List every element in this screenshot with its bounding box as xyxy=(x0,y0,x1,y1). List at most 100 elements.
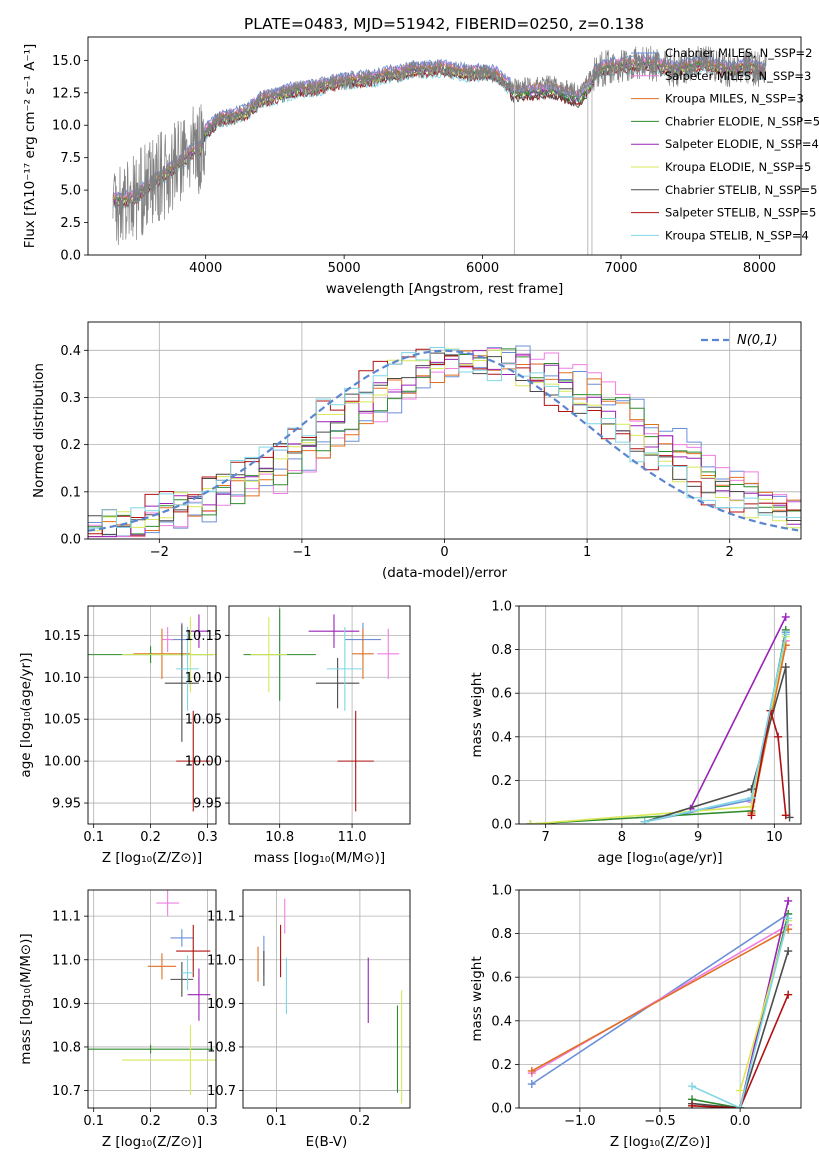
figure-title: PLATE=0483, MJD=51942, FIBERID=0250, z=0… xyxy=(244,15,644,33)
residual-hist-c3 xyxy=(88,350,801,538)
mass-weight-line-c7 xyxy=(691,950,789,1108)
x-tick-label: 0.2 xyxy=(350,1114,371,1129)
plot-area xyxy=(88,890,216,1095)
x-tick-label: 0.2 xyxy=(140,830,161,845)
residual-hist-c9 xyxy=(88,347,801,529)
mass-weight-marker xyxy=(640,817,649,824)
y-tick-label: 0.3 xyxy=(60,391,81,406)
plot-area xyxy=(112,45,767,255)
y-tick-label: 10.05 xyxy=(44,713,81,728)
mass-weight-marker xyxy=(526,820,535,824)
y-tick-label: 10.15 xyxy=(44,629,81,644)
y-tick-label: 10.00 xyxy=(44,755,81,770)
axes-frame xyxy=(518,889,802,1109)
mass-weight-marker xyxy=(747,793,756,802)
y-tick-label: 12.5 xyxy=(52,86,81,101)
x-axis-label: wavelength [Angstrom, rest frame] xyxy=(326,281,564,297)
x-tick-label: 0.3 xyxy=(197,1114,218,1129)
panel-5: 7 8 9 10 0.0 0.2 0.4 0.6 0.8 1.0 age [log₁₀(age/yr… xyxy=(469,600,802,866)
mass-weight-marker xyxy=(688,1101,697,1108)
mass-weight-marker xyxy=(781,630,790,639)
x-axis-label: (data-model)/error xyxy=(382,565,508,581)
y-tick-label: 5.0 xyxy=(60,184,81,199)
panel-4: 10.8 11.0 9.95 10.00 10.05 10.10 10.15 mass [lo… xyxy=(185,605,411,866)
y-axis-label: mass weight xyxy=(469,956,485,1041)
legend-label: Kroupa STELIB, N_SSP=4 xyxy=(665,228,809,242)
y-tick-label: 7.5 xyxy=(60,151,81,166)
mass-weight-marker xyxy=(784,896,793,905)
y-tick-label: 9.95 xyxy=(193,797,222,812)
plot-area xyxy=(243,608,400,812)
legend-label: Kroupa ELODIE, N_SSP=5 xyxy=(665,160,811,174)
y-tick-label: 0.8 xyxy=(491,643,512,658)
legend-label: Salpeter STELIB, N_SSP=5 xyxy=(665,206,816,220)
panel-3: 0.1 0.2 0.3 9.95 10.00 10.05 10.10 10.15 Z [log₁… xyxy=(18,605,218,866)
y-tick-label: 10.10 xyxy=(185,671,222,686)
y-tick-label: 10.8 xyxy=(207,1040,236,1055)
x-tick-label: 9 xyxy=(694,830,702,845)
mass-weight-line-c8 xyxy=(750,710,787,816)
x-tick-label: 0.2 xyxy=(140,1114,161,1129)
axes-frame xyxy=(87,36,802,256)
y-tick-label: 10.7 xyxy=(52,1084,81,1099)
y-tick-label: 0.4 xyxy=(60,344,81,359)
x-tick-label: 6000 xyxy=(466,261,499,276)
y-tick-label: 10.15 xyxy=(185,629,222,644)
y-tick-label: 0.2 xyxy=(491,1058,512,1073)
x-axis-label: Z [log₁₀(Z/Z⊙)] xyxy=(610,1134,710,1150)
y-tick-label: 0.6 xyxy=(491,971,512,986)
legend-label: Salpeter ELODIE, N_SSP=4 xyxy=(665,137,819,151)
axes-frame xyxy=(87,605,217,825)
y-tick-label: 2.5 xyxy=(60,216,81,231)
mass-weight-line-c9 xyxy=(691,918,789,1108)
x-tick-label: 0.1 xyxy=(83,830,104,845)
y-axis-label: mass [log₁₀(M/M⊙)] xyxy=(18,933,34,1064)
mass-weight-marker xyxy=(784,990,793,999)
axes-frame xyxy=(518,605,802,825)
y-tick-label: 1.0 xyxy=(491,600,512,615)
y-tick-label: 10.10 xyxy=(44,671,81,686)
y-tick-label: 1.0 xyxy=(491,884,512,899)
x-tick-label: 10.8 xyxy=(265,830,294,845)
y-tick-label: 9.95 xyxy=(52,797,81,812)
mass-weight-line-c9 xyxy=(644,634,787,823)
plot-area xyxy=(526,612,794,824)
y-tick-label: 10.7 xyxy=(207,1084,236,1099)
x-tick-label: 0.0 xyxy=(730,1114,751,1129)
y-tick-label: 0.0 xyxy=(60,249,81,264)
residual-hist-c8 xyxy=(88,348,801,535)
mass-weight-marker xyxy=(688,1082,697,1091)
mass-weight-marker xyxy=(736,1104,745,1108)
panel-7: 0.1 0.2 10.7 10.8 10.9 11.0 11.1 E(B-V) xyxy=(207,889,411,1150)
plot-area xyxy=(88,345,801,538)
legend-label: N(0,1) xyxy=(737,333,778,348)
x-axis-label: mass [log₁₀(M/M⊙)] xyxy=(254,850,385,866)
x-tick-label: 0 xyxy=(440,545,448,560)
y-axis-label: Normed distribution xyxy=(31,363,47,498)
residual-hist-c7 xyxy=(88,352,801,535)
mass-weight-line-c5 xyxy=(689,616,787,810)
panel-6: 0.1 0.2 0.3 10.7 10.8 10.9 11.0 11.1 Z [log₁₀(Z/… xyxy=(18,889,218,1150)
legend-label: Salpeter MILES, N_SSP=3 xyxy=(665,69,811,83)
y-tick-label: 10.00 xyxy=(185,755,222,770)
y-axis-label: Flux [fλ10⁻¹⁷ erg cm⁻² s⁻¹ A⁻¹] xyxy=(22,44,38,249)
mass-weight-line-c8 xyxy=(691,994,789,1108)
x-axis-label: age [log₁₀(age/yr)] xyxy=(597,850,722,866)
y-tick-label: 0.2 xyxy=(60,438,81,453)
y-tick-label: 11.1 xyxy=(207,910,236,925)
x-tick-label: 5000 xyxy=(328,261,361,276)
observed-spectrum xyxy=(112,45,767,246)
x-axis-label: Z [log₁₀(Z/Z⊙)] xyxy=(102,1134,202,1150)
y-tick-label: 11.0 xyxy=(52,953,81,968)
y-tick-label: 0.1 xyxy=(60,485,81,500)
mass-weight-marker xyxy=(781,811,790,820)
axes-frame xyxy=(87,321,802,540)
y-tick-label: 0.6 xyxy=(491,687,512,702)
mass-weight-marker xyxy=(781,612,790,621)
mass-weight-marker xyxy=(784,947,793,956)
residual-hist-c2 xyxy=(88,348,801,538)
y-tick-label: 11.0 xyxy=(207,953,236,968)
x-tick-label: −1 xyxy=(292,545,311,560)
x-tick-label: 4000 xyxy=(189,261,222,276)
legend-label: Chabrier STELIB, N_SSP=5 xyxy=(665,183,817,197)
